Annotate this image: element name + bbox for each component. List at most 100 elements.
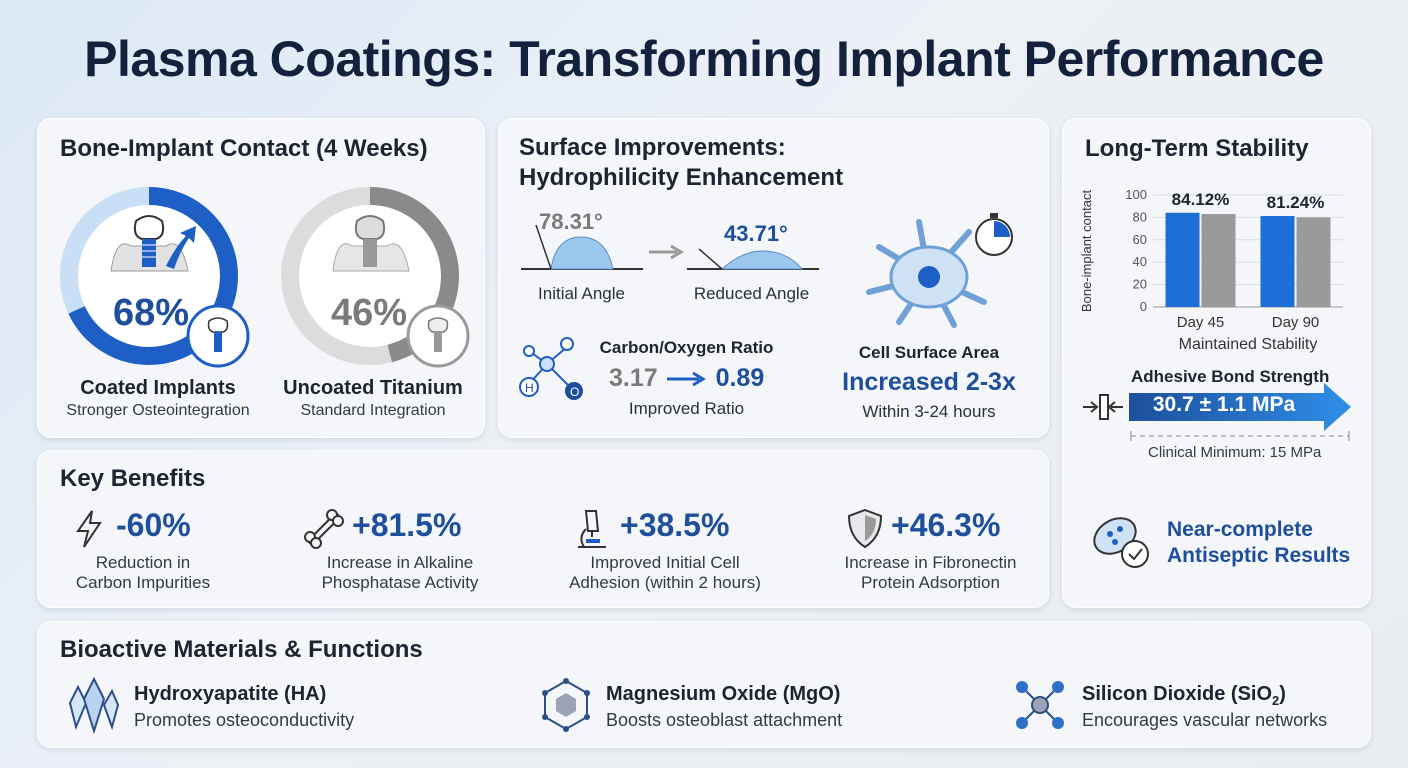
material-name-sio2-sub: 2 (1272, 693, 1280, 708)
coated-name: Coated Implants (80, 377, 236, 399)
lightning-icon (76, 510, 102, 548)
benefit-desc-line2: Phosphatase Activity (321, 573, 479, 592)
bar (1260, 216, 1295, 307)
benefit-desc-line1: Increase in Fibronectin (844, 553, 1017, 572)
microscope-icon (578, 510, 606, 548)
bar (1296, 217, 1331, 307)
benefit-desc-line2: Carbon Impurities (75, 573, 211, 592)
benefit-value: +81.5% (352, 507, 462, 543)
benefit-value: +46.3% (891, 507, 1001, 543)
coated-sub: Stronger Osteointegration (66, 402, 250, 419)
molecule-h-label: H (525, 381, 534, 395)
y-tick-label: 60 (1133, 232, 1147, 247)
page-title: Plasma Coatings: Transforming Implant Pe… (84, 31, 1324, 87)
material-name-sio2-end: ) (1279, 683, 1286, 705)
co-ratio-from: 3.17 (609, 364, 658, 392)
stability-card: Long-Term Stability 0 20 40 60 80 100 Bone-imp… (1062, 118, 1371, 608)
bar-data-label: 84.12% (1172, 190, 1230, 209)
stopwatch-icon (975, 213, 1013, 256)
y-tick-label: 20 (1133, 277, 1147, 292)
antiseptic-text: Near-complete Antiseptic Results (1167, 517, 1350, 569)
up-arrow-icon (166, 226, 196, 269)
co-ratio-to: 0.89 (715, 364, 765, 392)
surface-card: Surface Improvements: Hydrophilicity Enh… (498, 118, 1049, 438)
material-name-sio2-main: Silicon Dioxide (SiO (1082, 683, 1273, 705)
cell-icon (866, 213, 1013, 328)
material-name-ha: Hydroxyapatite (HA) (134, 683, 327, 705)
bond-title: Adhesive Bond Strength (1131, 367, 1330, 386)
clinical-minimum-line (1130, 431, 1350, 441)
bond-arrow (1129, 383, 1351, 431)
uncoated-donut (281, 187, 459, 365)
reduced-droplet-icon (687, 248, 819, 270)
bar (1201, 214, 1236, 307)
cell-area-sub: Within 3-24 hours (862, 402, 996, 421)
materials-title: Bioactive Materials & Functions (60, 636, 423, 663)
material-name-mgo: Magnesium Oxide (MgO) (606, 683, 841, 705)
benefits-title: Key Benefits (60, 465, 206, 492)
material-name-sio2: Silicon Dioxide (SiO2) (1082, 683, 1286, 708)
bone-contact-title: Bone-Implant Contact (4 Weeks) (60, 135, 428, 162)
x-tick-label: Day 45 (1177, 314, 1225, 331)
y-tick-label: 40 (1133, 254, 1147, 269)
co-arrow-icon (666, 372, 706, 387)
co-ratio-values: 3.17 0.89 (609, 364, 764, 393)
implant-badge-icon (186, 304, 250, 368)
uncoated-name: Uncoated Titanium (283, 377, 463, 399)
benefit-desc: Reduction in Carbon Impurities (58, 553, 228, 593)
antiseptic-line2: Antiseptic Results (1167, 544, 1351, 567)
implant-badge-gray-icon (406, 304, 470, 368)
benefits-card: Key Benefits -60% Reduction in Carbon Im… (37, 450, 1049, 608)
reduced-angle-value: 43.71° (724, 221, 788, 246)
benefit-desc: Improved Initial Cell Adhesion (within 2… (550, 553, 780, 593)
uncoated-sub: Standard Integration (300, 402, 446, 419)
cell-area-value: Increased 2-3x (842, 368, 1016, 396)
benefit-desc-line1: Reduction in (95, 553, 191, 572)
crystal-icon (68, 677, 120, 735)
clinical-minimum: Clinical Minimum: 15 MPa (1148, 444, 1322, 461)
bone-icon (304, 509, 344, 549)
co-ratio-title: Carbon/Oxygen Ratio (599, 338, 774, 357)
shield-icon (847, 508, 883, 549)
co-ratio-label: Improved Ratio (628, 399, 745, 418)
initial-angle-label: Initial Angle (538, 284, 625, 303)
benefit-desc: Increase in Alkaline Phosphatase Activit… (300, 553, 500, 593)
coated-value: 68% (112, 292, 190, 334)
y-tick-label: 100 (1125, 187, 1147, 202)
surface-title-line2: Hydrophilicity Enhancement (519, 164, 844, 191)
uncoated-value: 46% (330, 292, 408, 334)
x-tick-label: Day 90 (1272, 314, 1320, 331)
bacteria-icon (1093, 517, 1149, 568)
initial-angle-value: 78.31° (539, 209, 603, 234)
benefit-desc-line1: Increase in Alkaline (326, 553, 474, 572)
molecule-o-label: O (570, 385, 579, 399)
antiseptic-line1: Near-complete (1167, 518, 1313, 541)
benefit-value: +38.5% (620, 507, 730, 543)
material-desc-sio2: Encourages vascular networks (1082, 710, 1328, 730)
y-tick-label: 0 (1140, 299, 1147, 314)
y-axis-label: Bone-implant contact (1079, 190, 1094, 313)
hexagon-molecule-icon (542, 678, 590, 732)
bar-data-label: 81.24% (1267, 193, 1325, 212)
tooth-implant-gray-icon (354, 215, 386, 267)
coated-donut (60, 187, 238, 365)
surface-title: Surface Improvements: Hydrophilicity Enh… (519, 133, 843, 193)
stability-title: Long-Term Stability (1085, 135, 1309, 162)
material-desc-ha: Promotes osteoconductivity (134, 710, 355, 730)
bar (1165, 212, 1200, 307)
arrow-right-icon (649, 244, 684, 260)
compression-icon (1083, 394, 1123, 420)
reduced-angle-label: Reduced Angle (693, 284, 810, 303)
y-tick-label: 80 (1133, 209, 1147, 224)
benefit-desc-line2: Protein Adsorption (861, 573, 1000, 592)
initial-droplet-icon (521, 224, 643, 270)
tooth-implant-icon (133, 215, 165, 267)
benefit-value: -60% (116, 507, 191, 543)
network-molecule-icon (1016, 681, 1064, 729)
stability-chart: 0 20 40 60 80 100 Bone-implant contact 84.12% Da… (1079, 187, 1343, 353)
material-desc-mgo: Boosts osteoblast attachment (606, 710, 843, 730)
benefit-desc-line1: Improved Initial Cell (590, 553, 740, 572)
molecule-icon: H O (519, 337, 583, 400)
bond-value: 30.7 ± 1.1 MPa (1152, 393, 1296, 416)
cell-area-title: Cell Surface Area (858, 343, 1000, 362)
